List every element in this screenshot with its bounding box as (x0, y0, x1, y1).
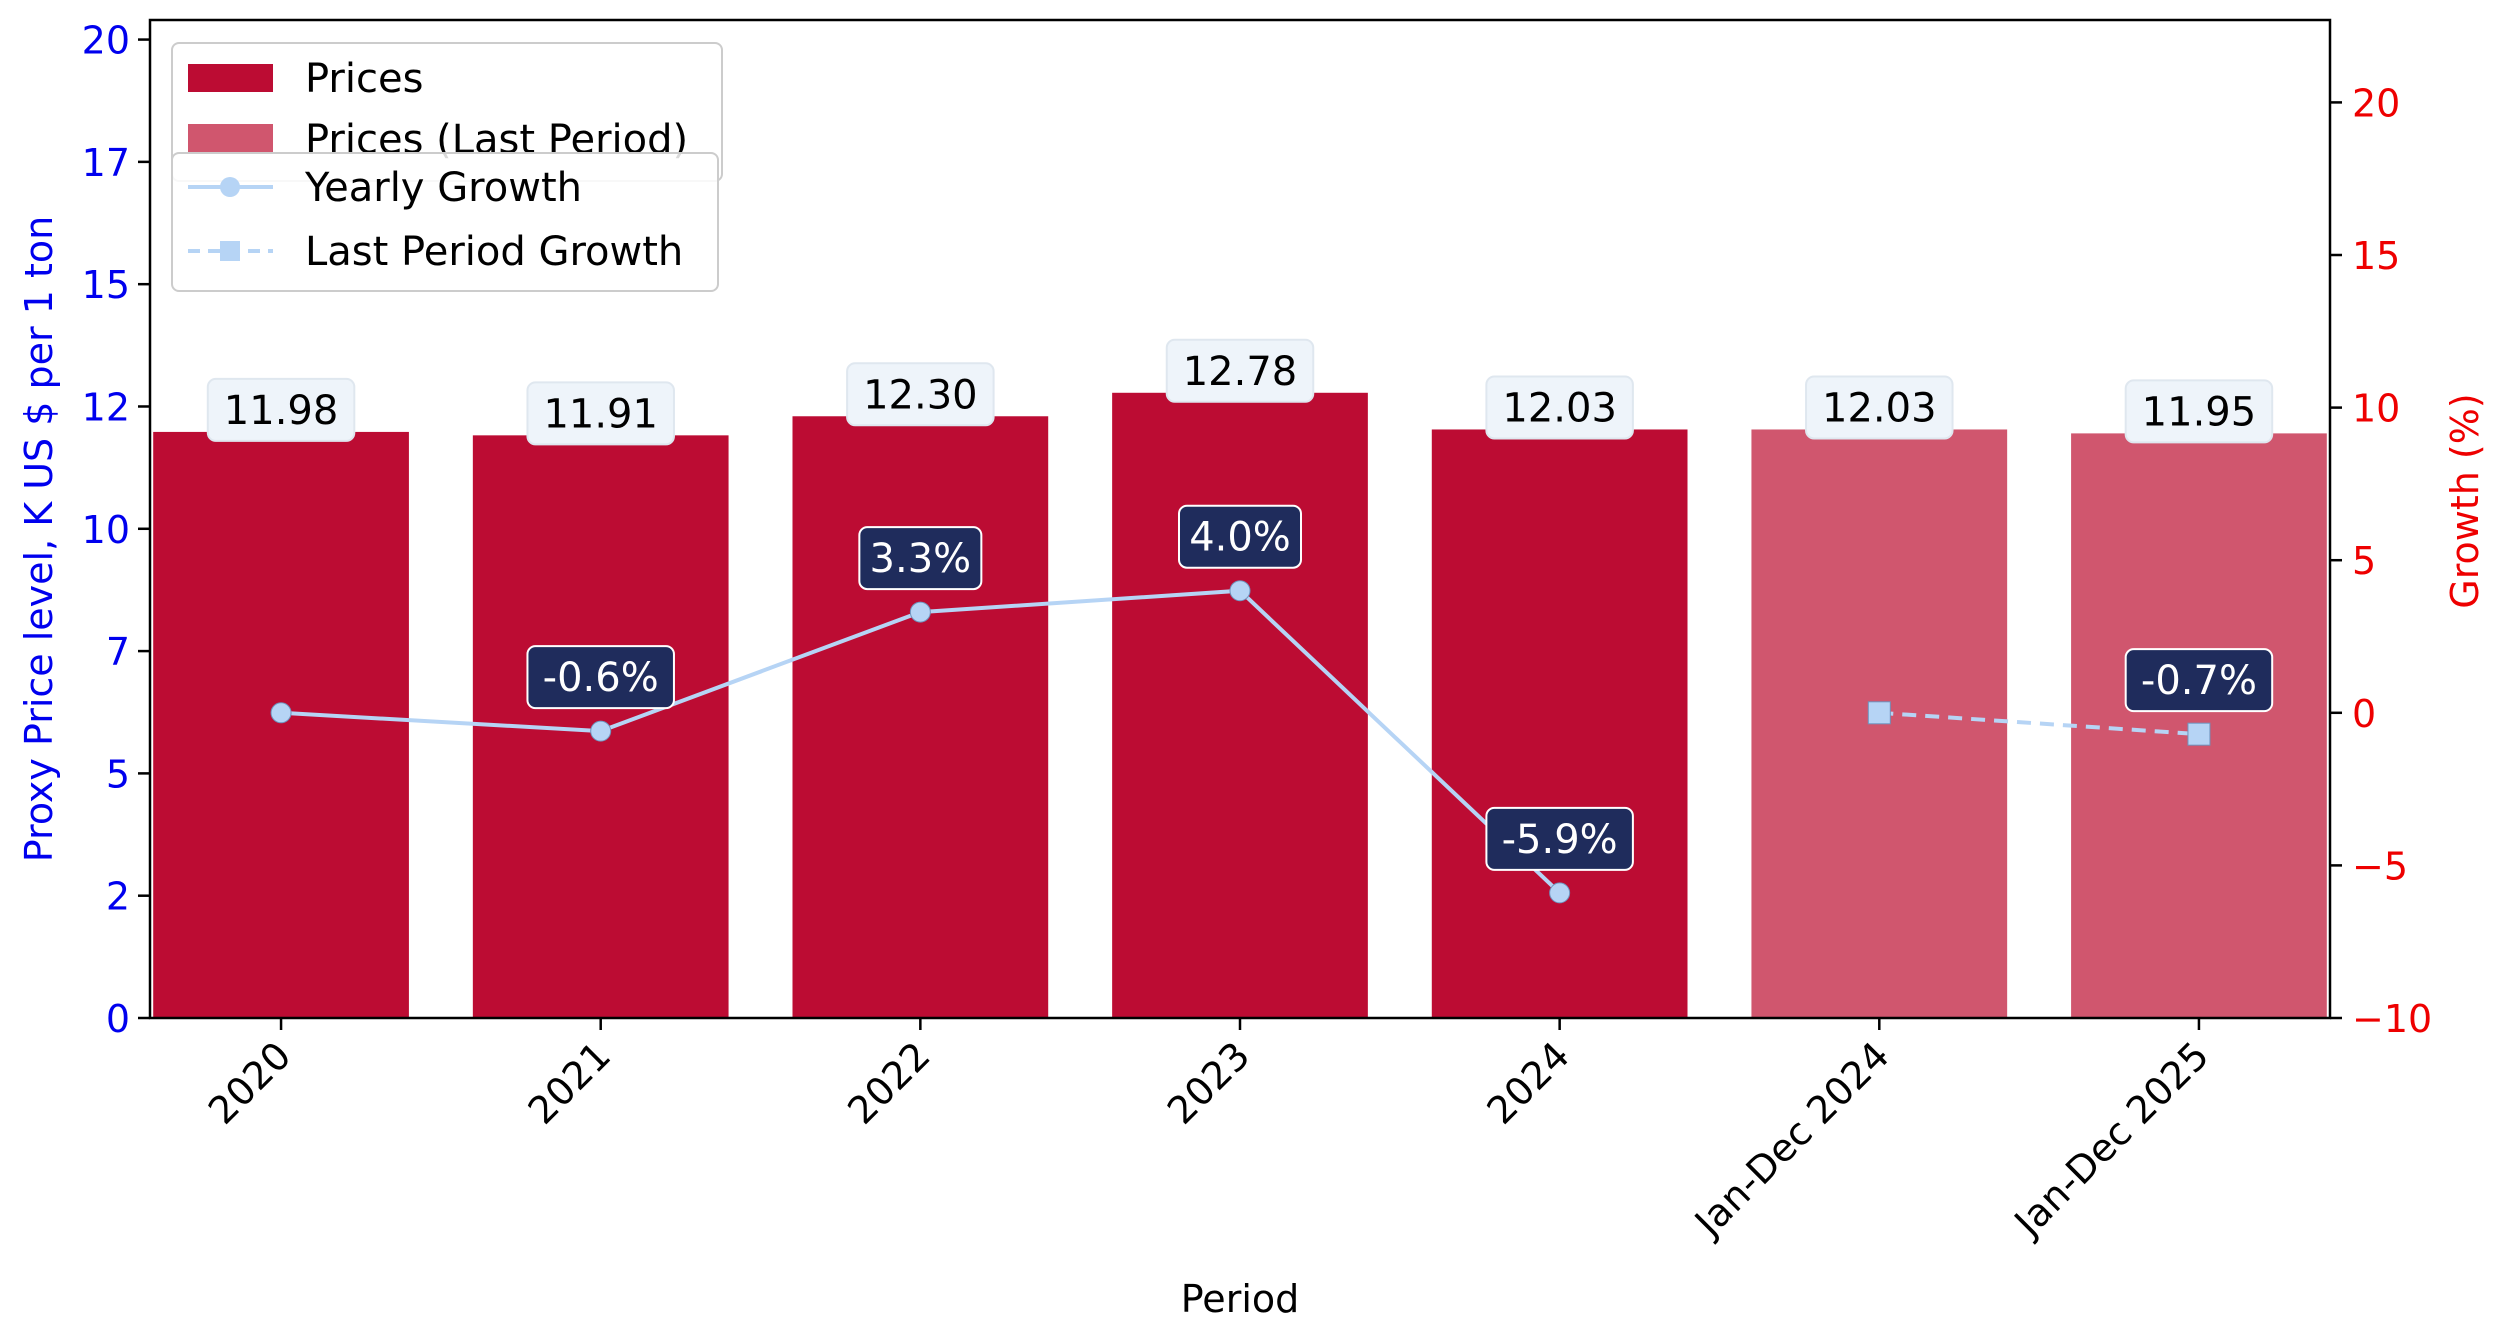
legend-label-yearly-growth: Yearly Growth (304, 165, 582, 211)
growth-value-label: 4.0% (1189, 515, 1291, 561)
y-tick-label: 10 (82, 508, 130, 552)
y2-tick-label: 10 (2352, 387, 2400, 431)
growth-value-label-box (2124, 648, 2274, 713)
legend-swatch-prices (188, 64, 273, 92)
y2-tick-label: 5 (2352, 539, 2376, 583)
last-period-growth-marker (1867, 701, 1891, 725)
price-value-label-box (1485, 375, 1634, 440)
x-tick-label: 2021 (520, 1033, 620, 1133)
y-tick-label: 12 (82, 385, 130, 429)
legend-label-last-period-growth: Last Period Growth (305, 229, 683, 275)
price-value-label-box (1165, 338, 1315, 403)
yearly-growth-marker (270, 702, 292, 724)
y-tick-label: 2 (106, 875, 130, 919)
y-tick-label: 5 (106, 752, 130, 796)
growth-value-label-box (526, 645, 675, 710)
y2-tick-label: −5 (2352, 844, 2408, 888)
x-tick-label: Jan-Dec 2024 (1685, 1033, 1898, 1246)
x-tick-label: 2022 (839, 1033, 939, 1133)
price-value-label: 12.30 (863, 372, 978, 418)
bars-layer (153, 392, 2327, 1019)
bar-2023 (1112, 392, 1368, 1018)
growth-value-label: -0.6% (543, 655, 659, 701)
price-value-label: 12.78 (1183, 349, 1298, 395)
legend-lines: Yearly Growth Last Period Growth (171, 152, 719, 292)
yearly-growth-marker (590, 720, 612, 742)
x-axis-title: Period (1181, 1277, 1300, 1321)
growth-value-label-box (858, 526, 983, 591)
price-value-label: 11.98 (224, 388, 339, 434)
price-value-label-box (1805, 375, 1954, 440)
yearly-growth-marker (1229, 580, 1251, 602)
growth-value-label: 3.3% (870, 536, 972, 582)
price-value-label-box (526, 381, 675, 446)
last-period-growth-line (1879, 710, 2200, 737)
y-tick-label: 7 (106, 630, 130, 674)
price-value-label: 12.03 (1502, 385, 1617, 431)
x-tick-label: 2023 (1159, 1033, 1259, 1133)
y2-tick-label: 20 (2352, 81, 2400, 125)
y-tick-label: 15 (82, 263, 130, 307)
lines-layer (270, 580, 2211, 904)
growth-value-label-box (1178, 504, 1302, 569)
price-value-label-box (846, 362, 995, 427)
x-tick-label: 2020 (200, 1033, 300, 1133)
growth-value-label: -5.9% (1502, 817, 1618, 863)
labels-layer: 11.98 11.91 12.30 12.78 12.03 12.03 11.95 -0.6%… (206, 338, 2274, 871)
y2-axis-title: Growth (%) (2443, 393, 2487, 608)
y-tick-label: 0 (106, 997, 130, 1041)
price-value-label-box (2124, 379, 2274, 444)
y-tick-label: 20 (82, 19, 130, 63)
bar-2024 (1431, 429, 1688, 1019)
price-value-label: 11.91 (543, 391, 658, 437)
yearly-growth-marker (909, 601, 931, 623)
legend-label-prices: Prices (305, 56, 423, 102)
y-axis-title: Proxy Price level, K US $ per 1 ton (17, 216, 61, 862)
growth-value-label: -0.7% (2141, 658, 2257, 704)
last-period-growth-marker (2187, 722, 2211, 746)
legend-swatch-prices-last-period (188, 124, 273, 152)
legend-marker-last-period-growth (220, 241, 240, 261)
x-tick-label: 2024 (1479, 1033, 1579, 1133)
legend-marker-yearly-growth (220, 177, 240, 197)
y2-tick-label: −10 (2352, 997, 2432, 1041)
y2-tick-label: 0 (2352, 692, 2376, 736)
y-tick-label: 17 (82, 141, 130, 185)
legend-lines-frame (171, 152, 719, 292)
y2-tick-label: 15 (2352, 234, 2400, 278)
x-tick-label: Jan-Dec 2025 (2005, 1033, 2218, 1246)
yearly-growth-marker (1549, 882, 1571, 904)
bar-2022 (792, 416, 1049, 1018)
growth-value-label-box (1485, 806, 1634, 871)
price-value-label: 12.03 (1822, 385, 1937, 431)
price-value-label: 11.95 (2142, 389, 2257, 435)
legend-bars: Prices Prices (Last Period) (171, 42, 723, 182)
bar-2020 (153, 431, 409, 1018)
price-value-label-box (206, 377, 356, 442)
